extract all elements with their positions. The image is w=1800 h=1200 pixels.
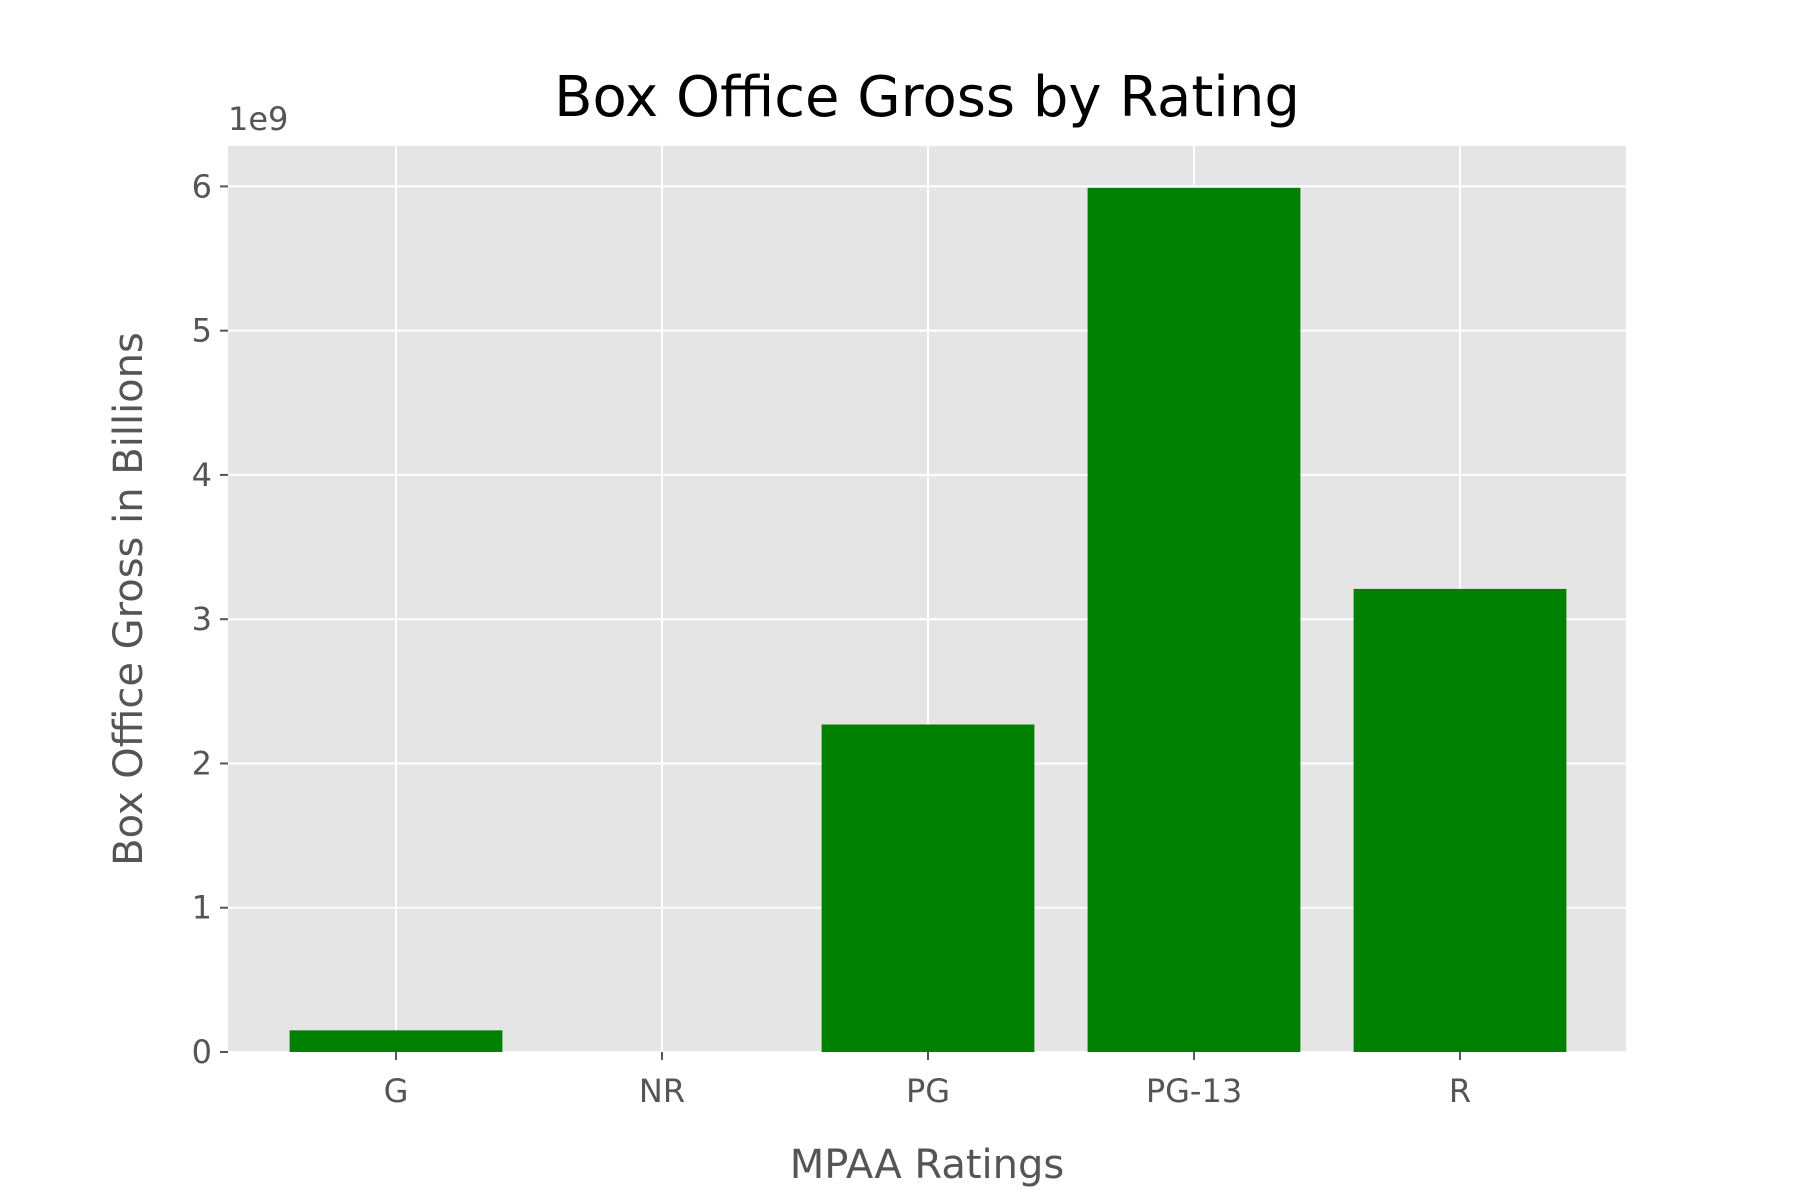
x-tick-label: G bbox=[384, 1072, 409, 1110]
y-axis-label: Box Office Gross in Billions bbox=[106, 332, 152, 866]
x-tick-label: NR bbox=[639, 1072, 685, 1110]
bars bbox=[289, 187, 1567, 1052]
y-tick-label: 0 bbox=[192, 1033, 212, 1071]
x-tick-label: PG bbox=[906, 1072, 950, 1110]
y-offset-label: 1e9 bbox=[228, 100, 288, 138]
y-axis-ticks: 0 1 2 3 4 5 6 bbox=[192, 167, 228, 1071]
y-tick-label: 1 bbox=[192, 889, 212, 927]
y-tick-label: 6 bbox=[192, 167, 212, 205]
bar-r bbox=[1353, 588, 1567, 1052]
bar-pg bbox=[821, 724, 1035, 1052]
chart-title: Box Office Gross by Rating bbox=[554, 65, 1300, 130]
y-tick-label: 5 bbox=[192, 312, 212, 350]
x-tick-label: R bbox=[1449, 1072, 1471, 1110]
x-axis-ticks: G NR PG PG-13 R bbox=[384, 1052, 1471, 1110]
x-tick-label: PG-13 bbox=[1146, 1072, 1242, 1110]
bar-pg-13 bbox=[1087, 187, 1301, 1052]
y-tick-label: 2 bbox=[192, 744, 212, 782]
bar-g bbox=[289, 1030, 503, 1052]
y-tick-label: 4 bbox=[192, 456, 212, 494]
y-tick-label: 3 bbox=[192, 600, 212, 638]
x-axis-label: MPAA Ratings bbox=[790, 1142, 1064, 1188]
